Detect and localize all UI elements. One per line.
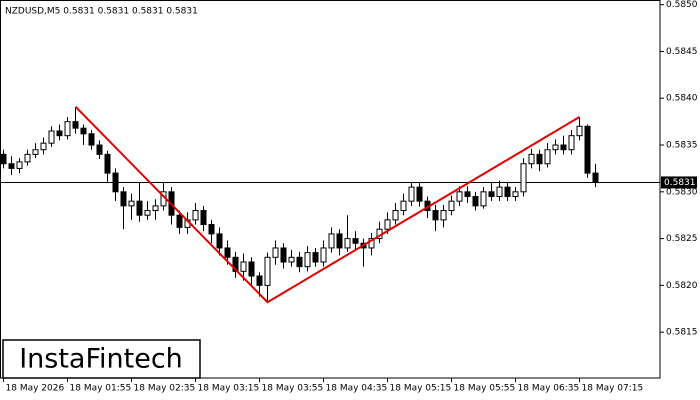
candle-body — [328, 233, 335, 249]
candle-body — [128, 200, 135, 207]
x-tick-label: 18 May 07:15 — [582, 384, 644, 394]
x-tick-label: 18 May 06:35 — [518, 384, 580, 394]
x-tick-label: 18 May 04:35 — [326, 384, 388, 394]
candle-body — [400, 200, 407, 212]
candle-body — [312, 252, 319, 263]
candle-body — [344, 238, 351, 249]
x-tick-label: 18 May 02:35 — [134, 384, 196, 394]
candle-body — [56, 130, 63, 137]
candle-body — [264, 256, 271, 286]
candle-body — [112, 172, 119, 193]
candle-body — [352, 238, 359, 244]
candle-body — [240, 261, 247, 272]
candle-body — [200, 210, 207, 226]
y-tick-label: 0.5820 — [666, 281, 698, 291]
candle-body — [216, 233, 223, 249]
y-tick-label: 0.5845 — [666, 47, 698, 57]
candle-body — [16, 161, 23, 169]
candle-body — [176, 214, 183, 228]
x-tick-label: 18 May 2026 — [6, 384, 65, 394]
candle-body — [320, 247, 327, 263]
candle-body — [96, 144, 103, 155]
candle-body — [584, 125, 591, 174]
x-tick-label: 18 May 01:55 — [70, 384, 132, 394]
candle-body — [480, 191, 487, 207]
last-price-label: 0.5831 — [664, 178, 696, 188]
y-tick-label: 0.5835 — [666, 141, 698, 151]
x-tick-label: 18 May 03:55 — [262, 384, 324, 394]
candle-body — [72, 121, 79, 129]
candle-body — [104, 153, 111, 174]
y-tick-label: 0.5830 — [666, 187, 698, 197]
candle-body — [552, 144, 559, 151]
y-tick-label: 0.5825 — [666, 234, 698, 244]
logo: InstaFintech — [19, 344, 183, 375]
candle-body — [8, 163, 15, 169]
candle-body — [24, 153, 31, 163]
candle-body — [528, 153, 535, 165]
plot-frame — [0, 0, 661, 379]
candle-body — [496, 186, 503, 197]
y-tick-label: 0.5840 — [666, 94, 698, 104]
candle-body — [448, 200, 455, 212]
candle-body — [520, 163, 527, 193]
candle-body — [504, 186, 511, 197]
candle-body — [456, 191, 463, 202]
candle-body — [592, 172, 599, 183]
candle-body — [560, 144, 567, 151]
candle-body — [416, 186, 423, 202]
candle-body — [280, 247, 287, 263]
candle-body — [224, 247, 231, 258]
x-tick-label: 18 May 05:55 — [454, 384, 516, 394]
candle-body — [336, 233, 343, 249]
candle-body — [576, 125, 583, 137]
candle-body — [136, 200, 143, 216]
candle-body — [304, 252, 311, 268]
x-tick-label: 18 May 05:15 — [390, 384, 452, 394]
candle-body — [192, 210, 199, 221]
plot — [0, 107, 660, 303]
candle-body — [408, 186, 415, 202]
candle-body — [384, 219, 391, 230]
candle-body — [440, 210, 447, 221]
candle-body — [544, 149, 551, 165]
y-tick-label: 0.5850 — [666, 0, 698, 10]
candle-body — [152, 205, 159, 212]
candle-body — [88, 133, 95, 146]
x-tick-label: 18 May 03:15 — [198, 384, 260, 394]
candle-body — [40, 142, 47, 151]
logo-box — [2, 339, 201, 379]
candle-body — [536, 153, 543, 165]
candle-body — [48, 130, 55, 144]
candle-body — [464, 191, 471, 197]
candle-body — [208, 224, 215, 235]
candle-body — [80, 127, 87, 135]
candle-body — [144, 210, 151, 216]
candle-body — [392, 210, 399, 221]
candle-body — [368, 238, 375, 249]
candle-body — [256, 275, 263, 286]
candle-body — [488, 191, 495, 197]
candle-body — [272, 247, 279, 258]
candle-body — [512, 191, 519, 197]
candle-body — [568, 135, 575, 151]
y-tick-label: 0.5815 — [666, 328, 698, 338]
candle-body — [288, 256, 295, 263]
candle-body — [0, 153, 7, 165]
candle-body — [432, 210, 439, 221]
candle-body — [472, 195, 479, 207]
candle-body — [120, 191, 127, 207]
candle-body — [232, 256, 239, 272]
chart-header: NZDUSD,M5 0.5831 0.5831 0.5831 0.5831 — [5, 7, 198, 17]
candle-body — [64, 121, 71, 137]
candle-body — [32, 149, 39, 155]
candle-body — [248, 261, 255, 277]
pattern-line — [74, 105, 581, 304]
candle-body — [296, 256, 303, 268]
last-price-box — [661, 176, 697, 189]
